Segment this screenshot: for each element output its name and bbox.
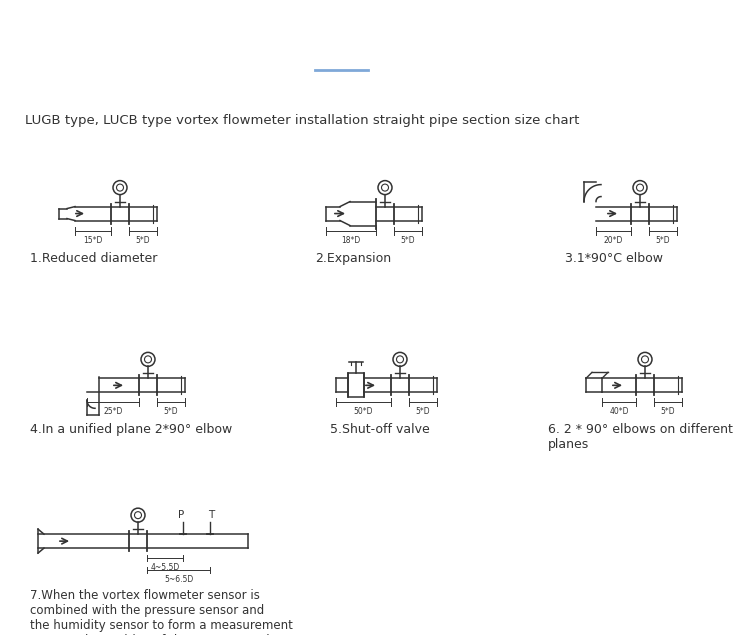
Text: 20*D: 20*D <box>604 236 623 244</box>
Text: 5.Shut-off valve: 5.Shut-off valve <box>330 424 430 436</box>
Text: 2.Expansion: 2.Expansion <box>315 251 392 265</box>
Text: 5*D: 5*D <box>400 236 416 244</box>
Text: 40*D: 40*D <box>609 407 628 417</box>
Text: 6. 2 * 90° elbows on different
planes: 6. 2 * 90° elbows on different planes <box>548 424 733 451</box>
Text: 5*D: 5*D <box>136 236 150 244</box>
Text: 5*D: 5*D <box>416 407 430 417</box>
Text: 5*D: 5*D <box>661 407 675 417</box>
Text: 25*D: 25*D <box>104 407 123 417</box>
Text: 18*D: 18*D <box>341 236 361 244</box>
Text: 5~6.5D: 5~6.5D <box>164 575 194 584</box>
Bar <box>348 373 364 398</box>
Text: 4~5.5D: 4~5.5D <box>150 563 180 572</box>
Text: LUGB type, LUCB type vortex flowmeter installation straight pipe section size ch: LUGB type, LUCB type vortex flowmeter in… <box>25 114 579 127</box>
Text: 15*D: 15*D <box>83 236 103 244</box>
Text: 1.Reduced diameter: 1.Reduced diameter <box>30 251 158 265</box>
Text: 3.1*90°C elbow: 3.1*90°C elbow <box>565 251 663 265</box>
Text: 50*D: 50*D <box>354 407 374 417</box>
Text: 4.In a unified plane 2*90° elbow: 4.In a unified plane 2*90° elbow <box>30 424 232 436</box>
Text: 7.When the vortex flowmeter sensor is
combined with the pressure sensor and
the : 7.When the vortex flowmeter sensor is co… <box>30 589 292 635</box>
Text: INSTRUMENT INSTALLATION: INSTRUMENT INSTALLATION <box>114 19 636 50</box>
Text: P: P <box>178 510 184 520</box>
Text: 5*D: 5*D <box>164 407 178 417</box>
Text: 5*D: 5*D <box>656 236 670 244</box>
Text: T: T <box>208 510 214 520</box>
